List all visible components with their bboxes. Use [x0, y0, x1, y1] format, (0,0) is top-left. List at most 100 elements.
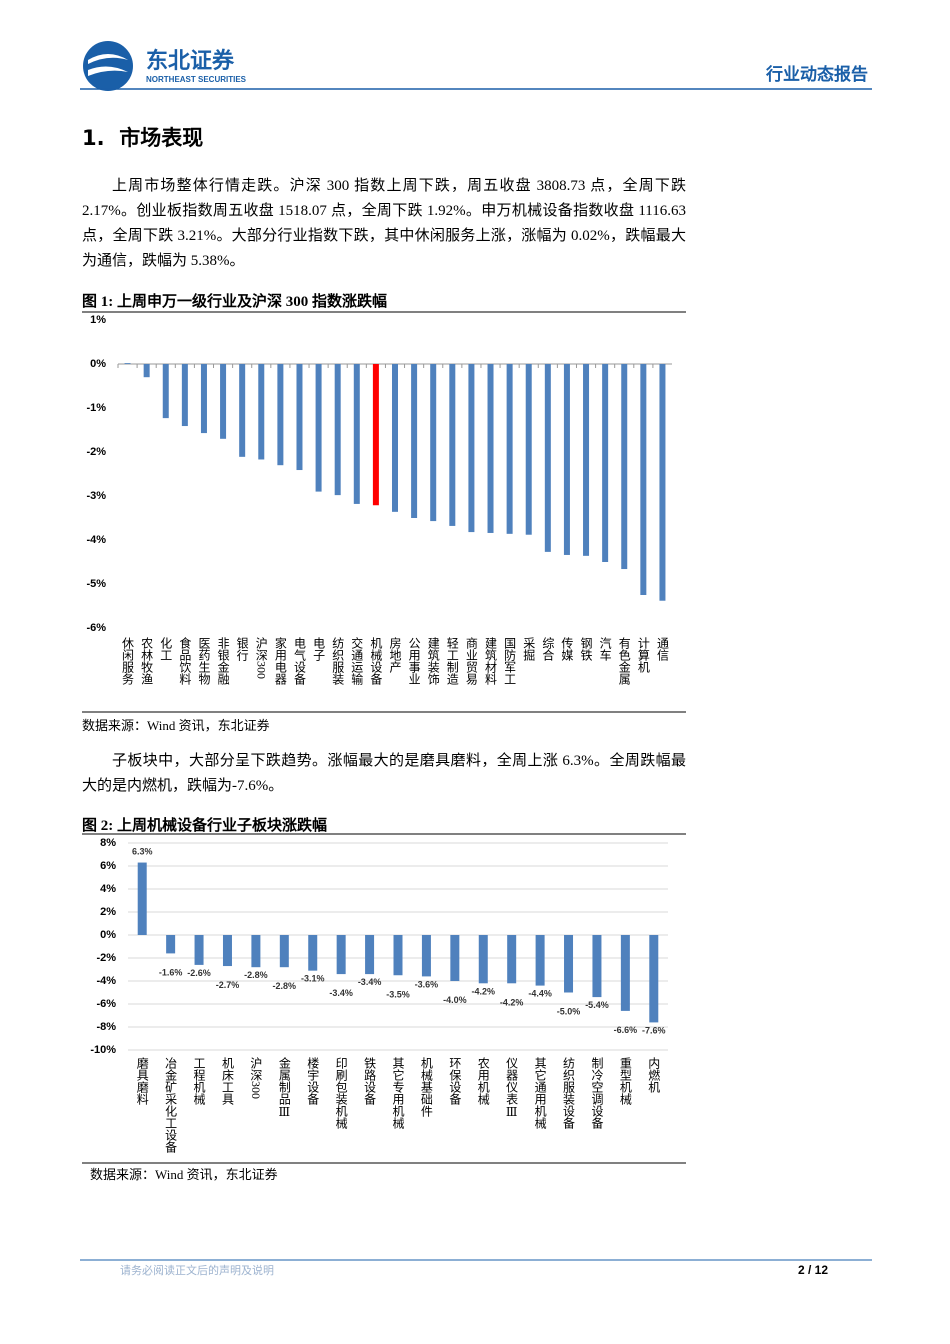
y-tick-label: -4%	[86, 534, 106, 546]
bar	[251, 935, 261, 968]
y-tick-label: -8%	[96, 1021, 116, 1033]
bar	[166, 935, 176, 954]
y-tick-label: -10%	[90, 1044, 116, 1056]
value-label: -3.4%	[358, 977, 382, 987]
x-tick-label: 非银金融	[216, 637, 230, 686]
x-tick-label: 通信	[655, 637, 669, 662]
report-type: 行业动态报告	[765, 64, 868, 84]
value-label: -4.0%	[443, 995, 467, 1005]
x-tick-label: 综合	[541, 637, 555, 661]
bar	[544, 364, 551, 552]
x-tick-label: 汽车	[598, 636, 612, 662]
bar	[124, 363, 131, 364]
value-label: -2.6%	[187, 968, 211, 978]
y-tick-label: -4%	[96, 975, 116, 987]
bar	[181, 364, 188, 427]
x-tick-label: 有色金属	[617, 637, 631, 686]
x-tick-label: 农用机械	[476, 1057, 490, 1105]
bar	[334, 364, 341, 496]
bar	[592, 935, 602, 998]
x-tick-label: 电子	[312, 637, 326, 661]
value-label: -2.7%	[216, 980, 240, 990]
section-title: 1. 市场表现	[82, 126, 204, 150]
figure-source: 数据来源：Wind 资讯，东北证券	[82, 718, 270, 733]
y-tick-label: 2%	[100, 906, 116, 918]
x-tick-label: 环保设备	[448, 1057, 462, 1106]
bar	[162, 364, 169, 419]
bar	[640, 364, 647, 595]
value-label: -6.6%	[614, 1025, 638, 1035]
bar	[507, 935, 517, 984]
x-tick-label: 建筑装饰	[426, 637, 440, 685]
x-tick-label: 农林牧渔	[140, 637, 154, 685]
x-tick-label: 工程机械	[192, 1057, 206, 1105]
value-label: -7.6%	[642, 1025, 666, 1035]
y-tick-label: -6%	[86, 622, 106, 634]
x-tick-label: 钢铁	[579, 637, 593, 661]
y-tick-label: 0%	[100, 929, 116, 941]
bar	[659, 364, 666, 601]
bar	[421, 935, 431, 977]
x-tick-label: 金属制品Ⅲ	[277, 1056, 291, 1119]
y-tick-label: 4%	[100, 883, 116, 895]
value-label: -5.0%	[557, 1007, 581, 1017]
value-label: -5.4%	[585, 1000, 609, 1010]
bar	[239, 364, 246, 457]
bar	[563, 364, 570, 555]
bar	[449, 364, 456, 526]
bar	[336, 935, 346, 975]
x-tick-label: 印刷包装机械	[334, 1057, 348, 1129]
x-tick-label: 楼宇设备	[306, 1056, 320, 1106]
bar	[365, 935, 375, 975]
bar	[430, 364, 437, 522]
x-tick-label: 商业贸易	[464, 636, 478, 686]
y-tick-label: -3%	[86, 490, 106, 502]
x-tick-label: 其它通用机械	[533, 1057, 547, 1129]
bar	[143, 364, 150, 378]
value-label: 6.3%	[132, 847, 153, 857]
y-tick-label: -2%	[96, 952, 116, 964]
x-tick-label: 铁路设备	[363, 1057, 377, 1106]
value-label: -3.6%	[415, 979, 439, 989]
y-tick-label: 8%	[100, 837, 116, 849]
bar	[583, 364, 590, 556]
y-tick-label: 1%	[90, 314, 106, 326]
bar	[621, 364, 628, 570]
x-tick-label: 其它专用机械	[391, 1057, 405, 1129]
x-tick-label: 纺织服装设备	[562, 1057, 576, 1130]
x-tick-label: 采掘	[522, 637, 536, 662]
logo-en: NORTHEAST SECURITIES	[146, 75, 247, 84]
x-tick-label: 内燃机	[647, 1057, 661, 1093]
value-label: -2.8%	[244, 970, 268, 980]
bar	[296, 364, 303, 471]
x-tick-label: 仪器仪表Ⅲ	[505, 1057, 519, 1119]
x-tick-label: 电气设备	[292, 637, 306, 686]
value-label: -3.1%	[301, 974, 325, 984]
value-label: -1.6%	[159, 967, 183, 977]
logo: 东北证券 NORTHEAST SECURITIES	[83, 41, 247, 91]
bar	[525, 364, 532, 535]
bar	[200, 364, 207, 434]
bar	[487, 364, 494, 533]
y-tick-label: -6%	[96, 998, 116, 1010]
y-tick-label: -5%	[86, 578, 106, 590]
x-tick-label: 制冷空调设备	[590, 1057, 604, 1130]
bar	[194, 935, 204, 965]
figure-caption: 图 1: 上周申万一级行业及沪深 300 指数涨跌幅	[82, 294, 387, 310]
paragraph: 上周市场整体行情走跌。沪深 300 指数上周下跌，周五收盘 3808.73 点，…	[82, 178, 686, 269]
value-label: -4.4%	[528, 989, 552, 999]
footer-disclaimer: 请务必阅读正文后的声明及说明	[120, 1263, 274, 1277]
page-number: 2 / 12	[798, 1263, 828, 1277]
x-tick-label: 轻工制造	[445, 637, 459, 685]
x-tick-label: 沪深300	[249, 1057, 263, 1099]
x-tick-label: 建筑材料	[484, 637, 498, 685]
bar	[277, 364, 284, 466]
y-tick-label: -1%	[86, 402, 106, 414]
bar	[220, 364, 227, 439]
x-tick-label: 计算机	[636, 637, 650, 673]
x-tick-label: 食品饮料	[178, 636, 192, 685]
figure-source: 数据来源：Wind 资讯，东北证券	[90, 1167, 278, 1182]
bar	[535, 935, 545, 986]
x-tick-label: 重型机械	[618, 1057, 632, 1105]
